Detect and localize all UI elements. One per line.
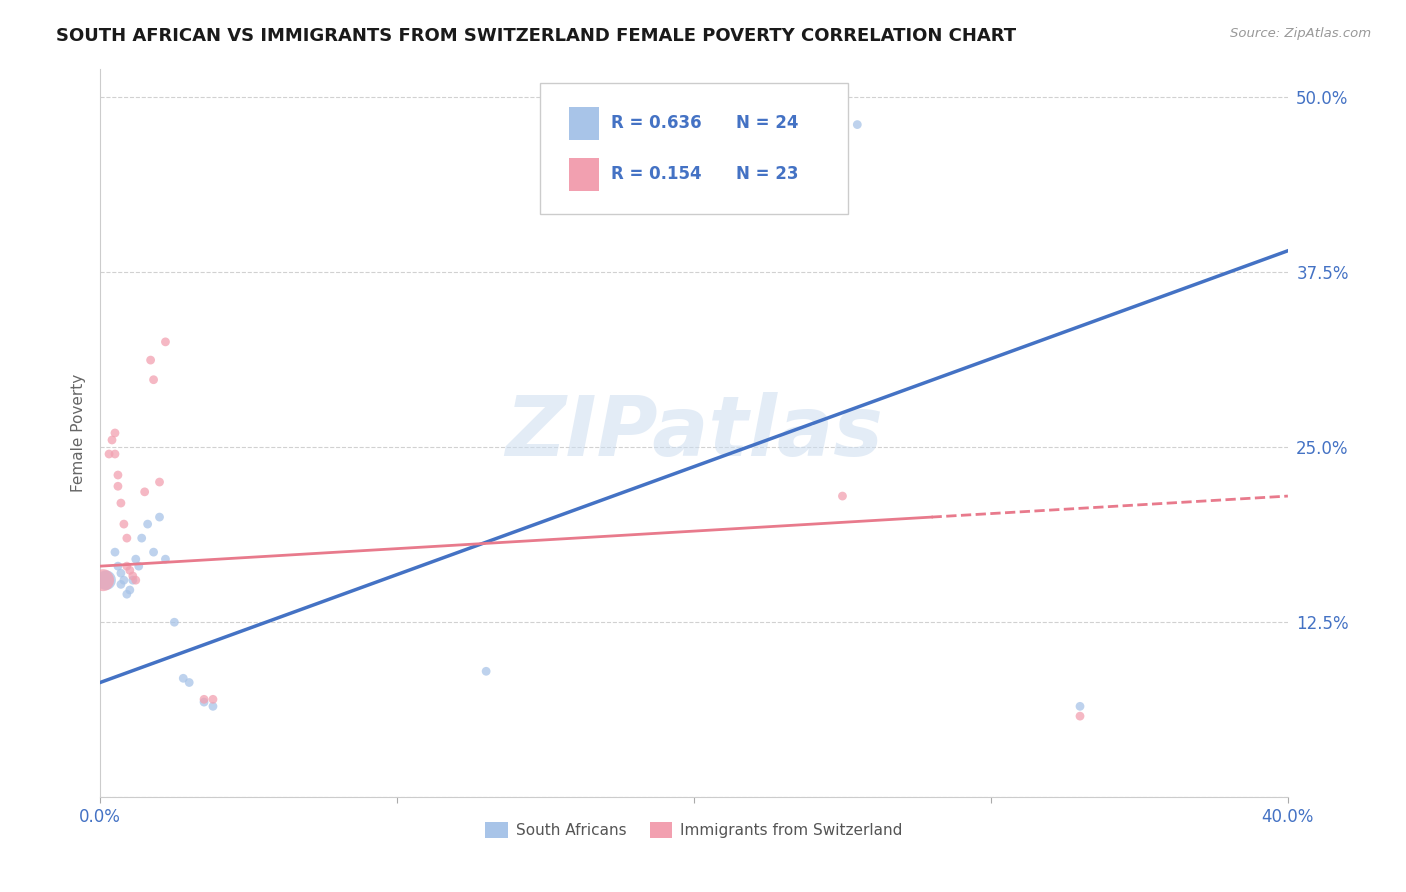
- Point: [142, 373, 165, 387]
- Point: [155, 334, 177, 349]
- Point: [112, 573, 135, 587]
- Point: [131, 531, 153, 545]
- Point: [201, 692, 224, 706]
- Point: [91, 573, 114, 587]
- Point: [136, 517, 159, 532]
- Point: [163, 615, 186, 630]
- Point: [110, 496, 132, 510]
- Text: ZIPatlas: ZIPatlas: [505, 392, 883, 474]
- Point: [155, 552, 177, 566]
- Point: [193, 692, 215, 706]
- Y-axis label: Female Poverty: Female Poverty: [72, 374, 86, 492]
- Point: [118, 582, 141, 597]
- Point: [831, 489, 853, 503]
- Point: [179, 675, 201, 690]
- Point: [104, 447, 127, 461]
- Point: [118, 563, 141, 577]
- Text: SOUTH AFRICAN VS IMMIGRANTS FROM SWITZERLAND FEMALE POVERTY CORRELATION CHART: SOUTH AFRICAN VS IMMIGRANTS FROM SWITZER…: [56, 27, 1017, 45]
- Point: [110, 577, 132, 591]
- Point: [112, 517, 135, 532]
- FancyBboxPatch shape: [569, 107, 599, 139]
- Text: R = 0.636: R = 0.636: [610, 114, 702, 132]
- Point: [172, 671, 194, 685]
- Point: [125, 573, 148, 587]
- Point: [128, 559, 150, 574]
- Point: [107, 559, 129, 574]
- Point: [115, 559, 138, 574]
- Text: Source: ZipAtlas.com: Source: ZipAtlas.com: [1230, 27, 1371, 40]
- Point: [139, 353, 162, 368]
- Point: [201, 699, 224, 714]
- Point: [101, 433, 124, 447]
- Point: [94, 573, 117, 587]
- FancyBboxPatch shape: [540, 83, 848, 214]
- Point: [148, 510, 170, 524]
- Point: [107, 468, 129, 483]
- Point: [846, 118, 869, 132]
- Point: [115, 531, 138, 545]
- Point: [193, 695, 215, 709]
- Text: N = 24: N = 24: [735, 114, 799, 132]
- FancyBboxPatch shape: [569, 158, 599, 191]
- Point: [142, 545, 165, 559]
- Point: [1069, 699, 1091, 714]
- Text: N = 23: N = 23: [735, 165, 799, 183]
- Point: [121, 573, 143, 587]
- Point: [110, 566, 132, 581]
- Point: [115, 587, 138, 601]
- Point: [148, 475, 170, 489]
- Point: [121, 569, 143, 583]
- Point: [107, 479, 129, 493]
- Point: [104, 425, 127, 440]
- Point: [475, 665, 498, 679]
- Point: [104, 545, 127, 559]
- Legend: South Africans, Immigrants from Switzerland: South Africans, Immigrants from Switzerl…: [479, 816, 908, 845]
- Point: [98, 447, 121, 461]
- Point: [134, 484, 156, 499]
- Point: [1069, 709, 1091, 723]
- Text: R = 0.154: R = 0.154: [610, 165, 702, 183]
- Point: [125, 552, 148, 566]
